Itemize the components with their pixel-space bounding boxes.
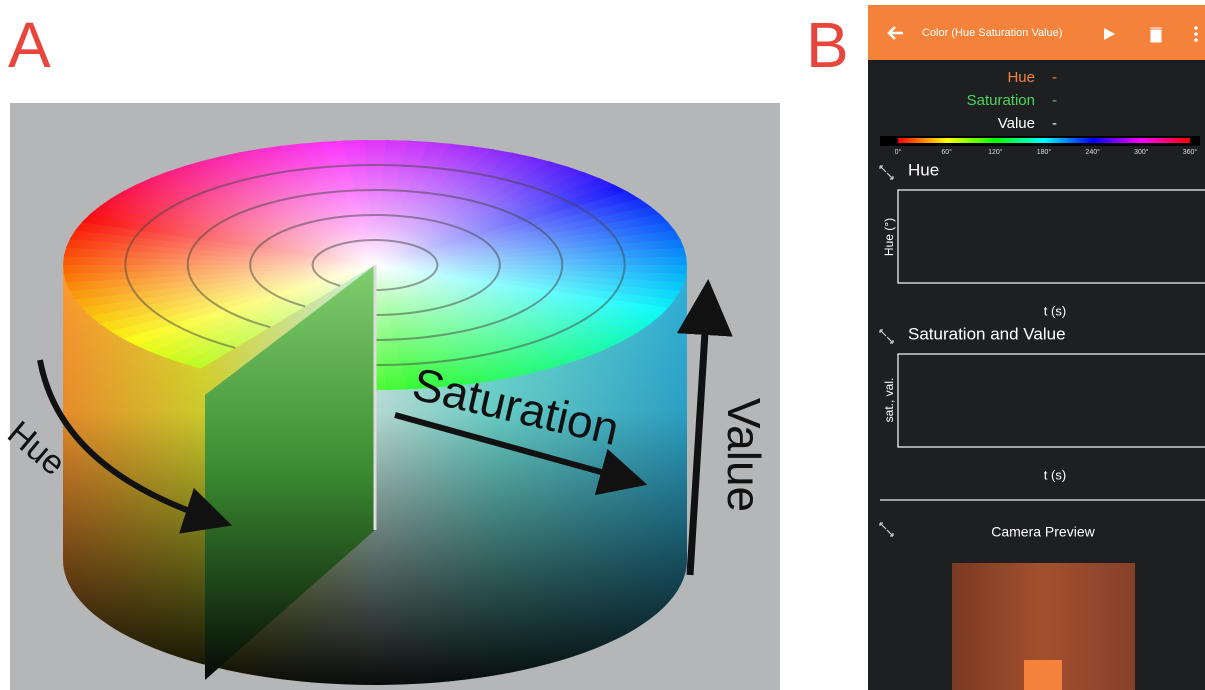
hue-scale-label: 60° bbox=[941, 148, 952, 156]
readout-label: Value bbox=[998, 115, 1035, 132]
figure: A Hue Saturation Value B Color (Hue Satu… bbox=[0, 0, 1205, 690]
menu-button[interactable] bbox=[1194, 26, 1198, 42]
hue-scale bbox=[898, 138, 1190, 143]
hue-scale-label: 360° bbox=[1183, 148, 1198, 156]
graph-title: Hue bbox=[908, 160, 939, 179]
hue-scale-label: 300° bbox=[1134, 148, 1149, 156]
value-label: Value bbox=[718, 398, 770, 512]
readout-value: - bbox=[1052, 69, 1057, 86]
readout-value: - bbox=[1052, 115, 1057, 132]
x-axis-label: t (s) bbox=[1044, 467, 1066, 482]
hue-scale-label: 120° bbox=[988, 148, 1003, 156]
app-title: Color (Hue Saturation Value) bbox=[922, 27, 1062, 39]
readout-value: - bbox=[1052, 92, 1057, 109]
readout-label: Saturation bbox=[967, 92, 1035, 109]
panel-label: A bbox=[8, 9, 51, 81]
readout-label: Hue bbox=[1007, 69, 1035, 86]
x-axis-label: t (s) bbox=[1044, 303, 1066, 318]
y-axis-label: Hue (°) bbox=[882, 218, 896, 256]
y-axis-label: sat., val. bbox=[882, 378, 896, 423]
panel-label: B bbox=[806, 9, 849, 81]
hue-scale-label: 0° bbox=[895, 148, 902, 156]
measure-area bbox=[1024, 660, 1062, 690]
hue-scale-label: 240° bbox=[1085, 148, 1100, 156]
camera-title: Camera Preview bbox=[991, 524, 1095, 540]
hue-scale-label: 180° bbox=[1037, 148, 1052, 156]
delete-button[interactable] bbox=[1150, 28, 1162, 42]
graph-title: Saturation and Value bbox=[908, 324, 1066, 343]
